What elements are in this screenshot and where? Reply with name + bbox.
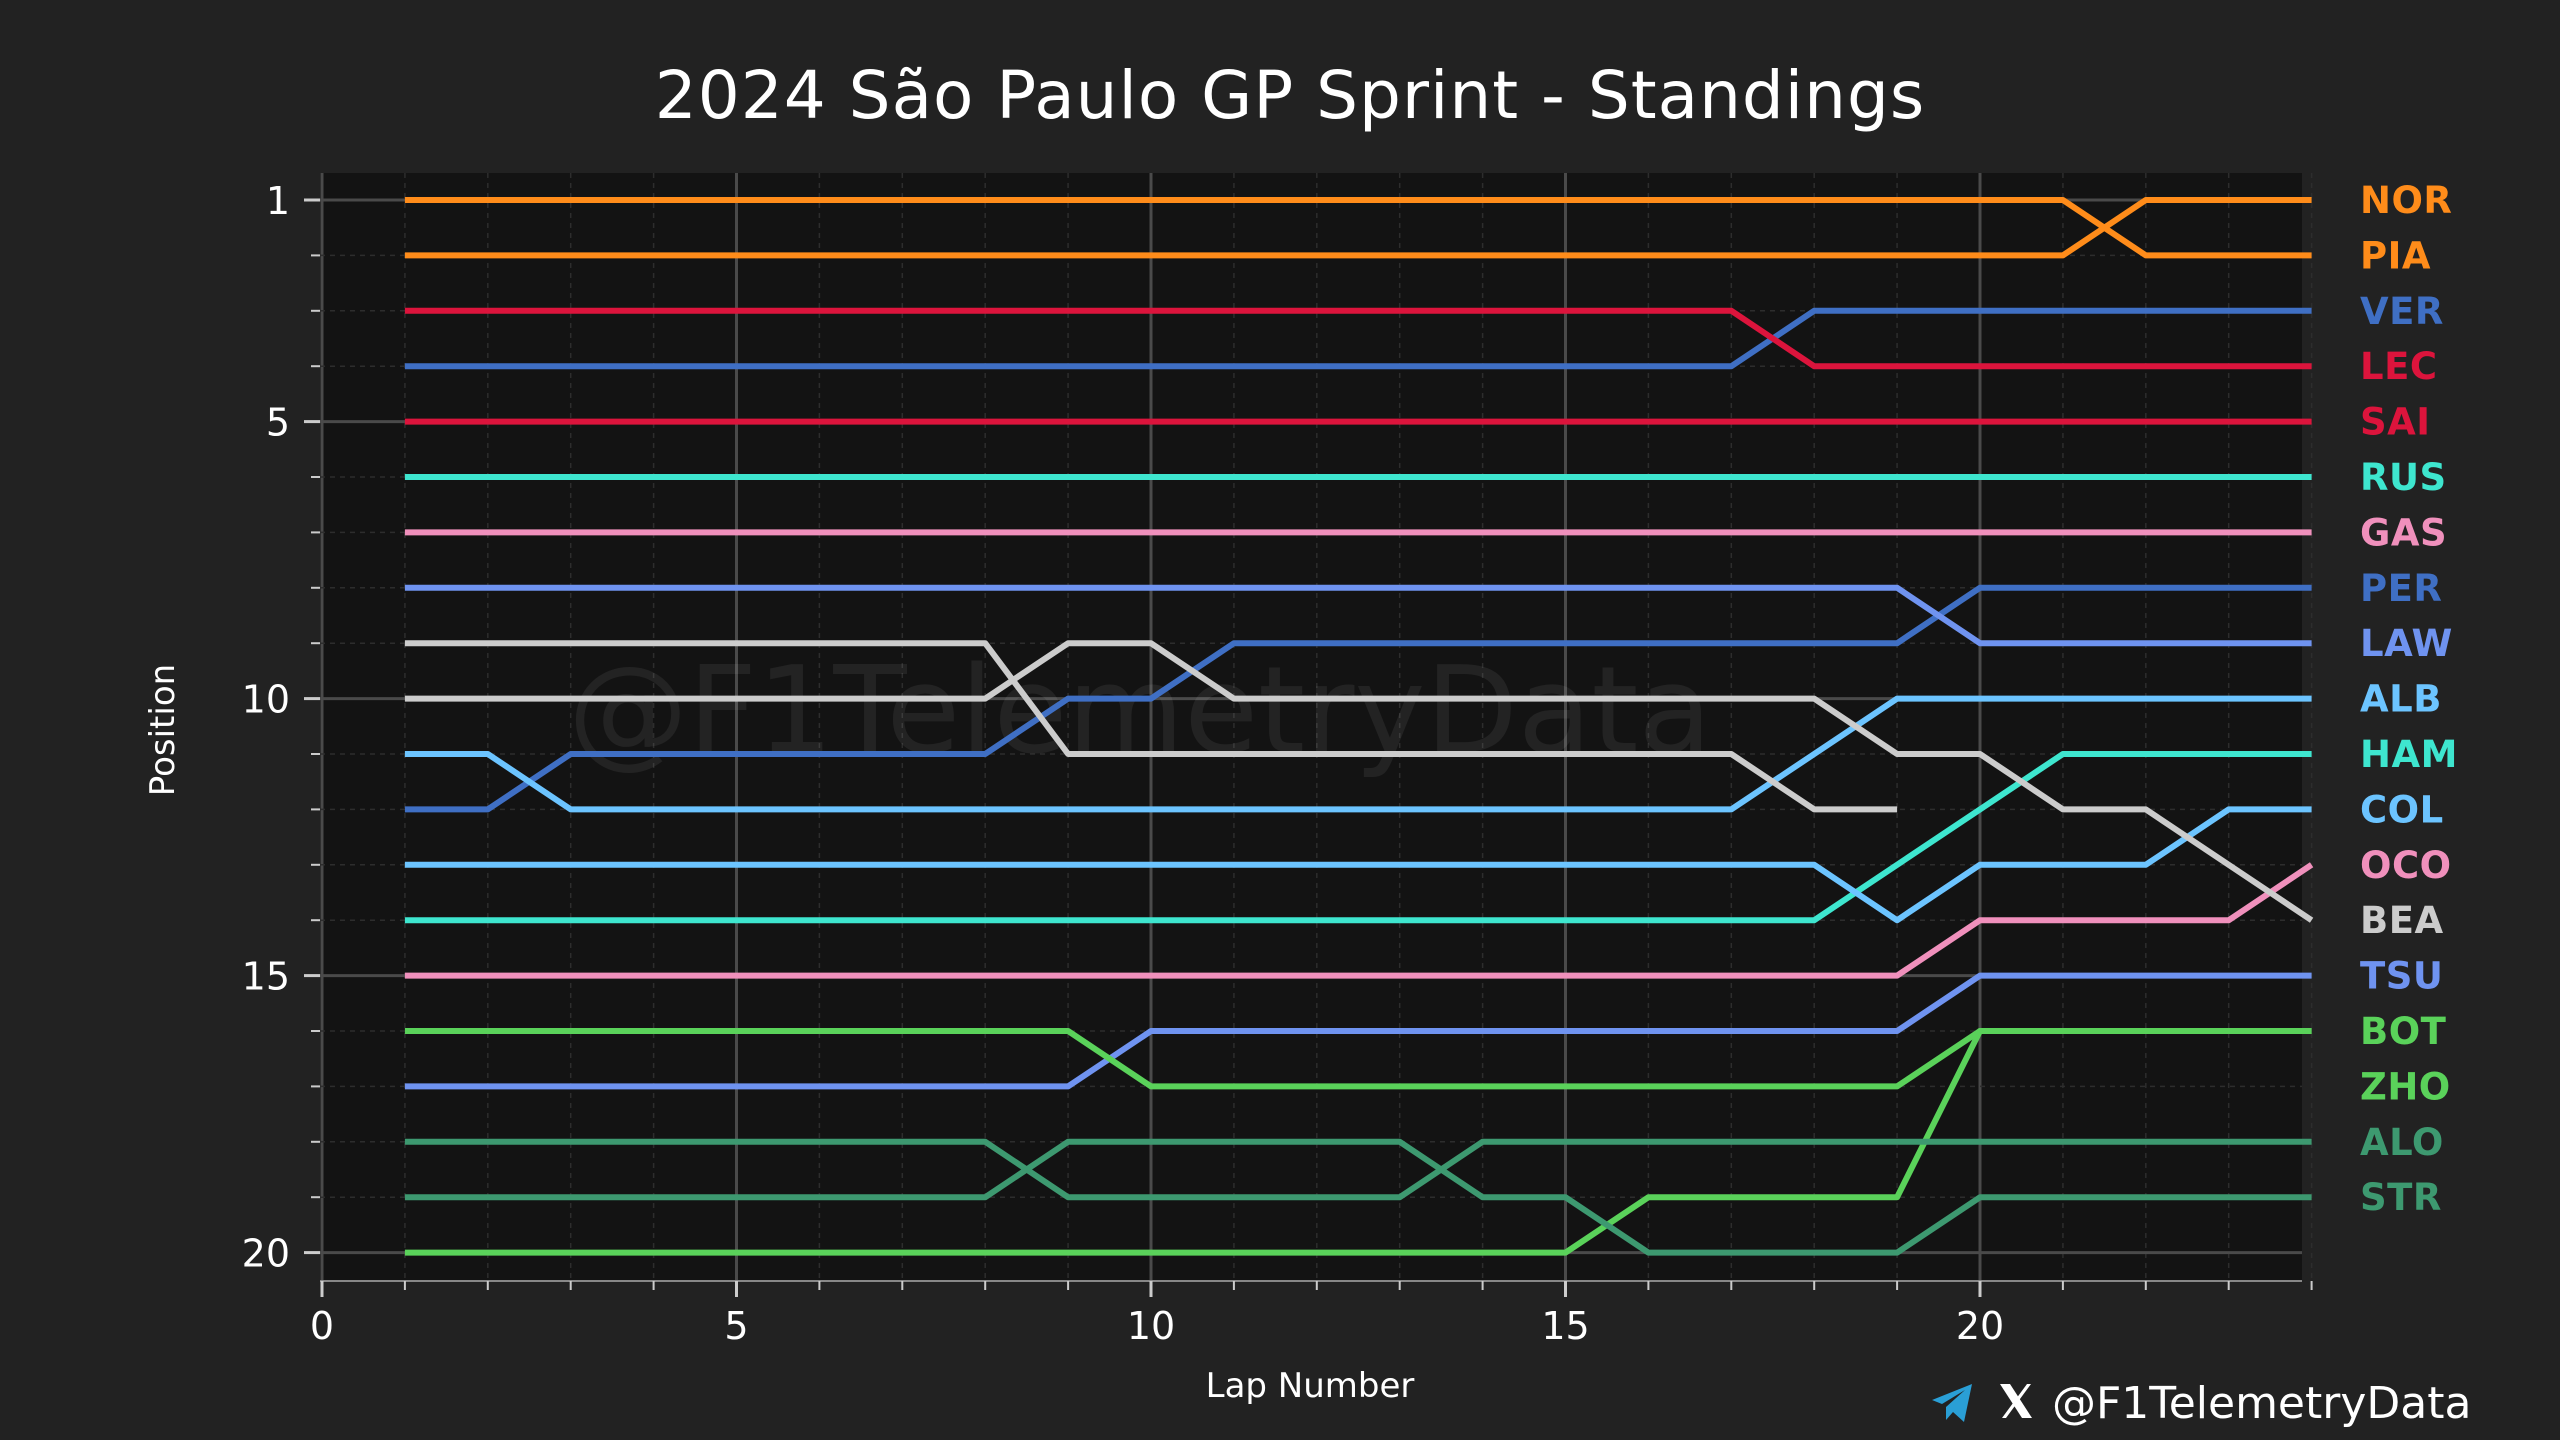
telegram-icon — [1932, 1384, 1972, 1422]
series-line-alo — [404, 1138, 2312, 1201]
legend-label-alb: ALB — [2360, 678, 2442, 721]
x-tick-label: 10 — [1127, 1304, 1175, 1348]
legend-label-zho: ZHO — [2360, 1065, 2451, 1108]
series-line-pia — [404, 197, 2312, 259]
series-line-str — [404, 1138, 2312, 1256]
legend-label-sai: SAI — [2360, 401, 2431, 444]
series-lines — [404, 197, 2314, 1256]
series-line-unlabeled — [404, 640, 1898, 813]
x-tick-label: 20 — [1956, 1304, 2004, 1348]
x-axis-label: Lap Number — [1206, 1366, 1415, 1406]
legend-label-bot: BOT — [2360, 1010, 2447, 1053]
legend-label-str: STR — [2360, 1176, 2442, 1219]
legend-label-gas: GAS — [2360, 511, 2447, 554]
y-tick-label: 15 — [242, 955, 290, 999]
x-tick-label: 15 — [1541, 1304, 1589, 1348]
legend-label-law: LAW — [2360, 622, 2453, 665]
y-axis-label: Position — [143, 664, 183, 796]
y-tick-label: 10 — [242, 678, 290, 722]
plot-area — [320, 173, 2302, 1281]
legend-label-nor: NOR — [2360, 179, 2452, 222]
legend-label-rus: RUS — [2360, 456, 2447, 499]
y-tick-label: 1 — [266, 179, 290, 223]
x-tick-label: 5 — [724, 1304, 748, 1348]
y-tick-label: 5 — [266, 401, 290, 445]
series-line-oco — [404, 862, 2314, 979]
legend-label-ham: HAM — [2360, 733, 2458, 776]
footer-credit: @F1TelemetryData — [1932, 1378, 2471, 1429]
chart-title: 2024 São Paulo GP Sprint - Standings — [655, 57, 1926, 134]
series-line-col — [404, 806, 2312, 924]
series-line-law — [404, 584, 2312, 647]
series-line-bea — [404, 640, 2314, 923]
y-tick-label: 20 — [242, 1232, 290, 1276]
x-icon — [2000, 1384, 2032, 1418]
legend-label-tsu: TSU — [2360, 955, 2443, 998]
series-line-zho — [404, 1028, 2312, 1090]
legend-label-per: PER — [2360, 567, 2442, 610]
series-line-ham — [404, 751, 2312, 924]
series-line-lec — [404, 307, 2312, 370]
legend-label-alo: ALO — [2360, 1121, 2444, 1164]
legend-label-lec: LEC — [2360, 345, 2438, 388]
legend-label-pia: PIA — [2360, 234, 2431, 277]
driver-legend: NOR PIA VER LEC SAI RUS GAS PER LAW ALB HAM COL OCO B… — [2360, 179, 2458, 1219]
watermark: @F1TelemetryData — [568, 642, 1712, 781]
legend-label-bea: BEA — [2360, 899, 2444, 942]
series-line-alb — [404, 695, 2312, 813]
legend-label-oco: OCO — [2360, 844, 2452, 887]
legend-label-ver: VER — [2360, 290, 2444, 333]
series-line-tsu — [404, 972, 2312, 1090]
legend-label-col: COL — [2360, 788, 2444, 831]
x-tick-label: 0 — [310, 1304, 334, 1348]
footer-handle: @F1TelemetryData — [2052, 1378, 2471, 1429]
